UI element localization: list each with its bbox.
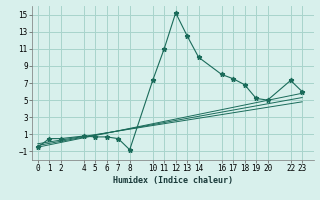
X-axis label: Humidex (Indice chaleur): Humidex (Indice chaleur) [113, 176, 233, 185]
